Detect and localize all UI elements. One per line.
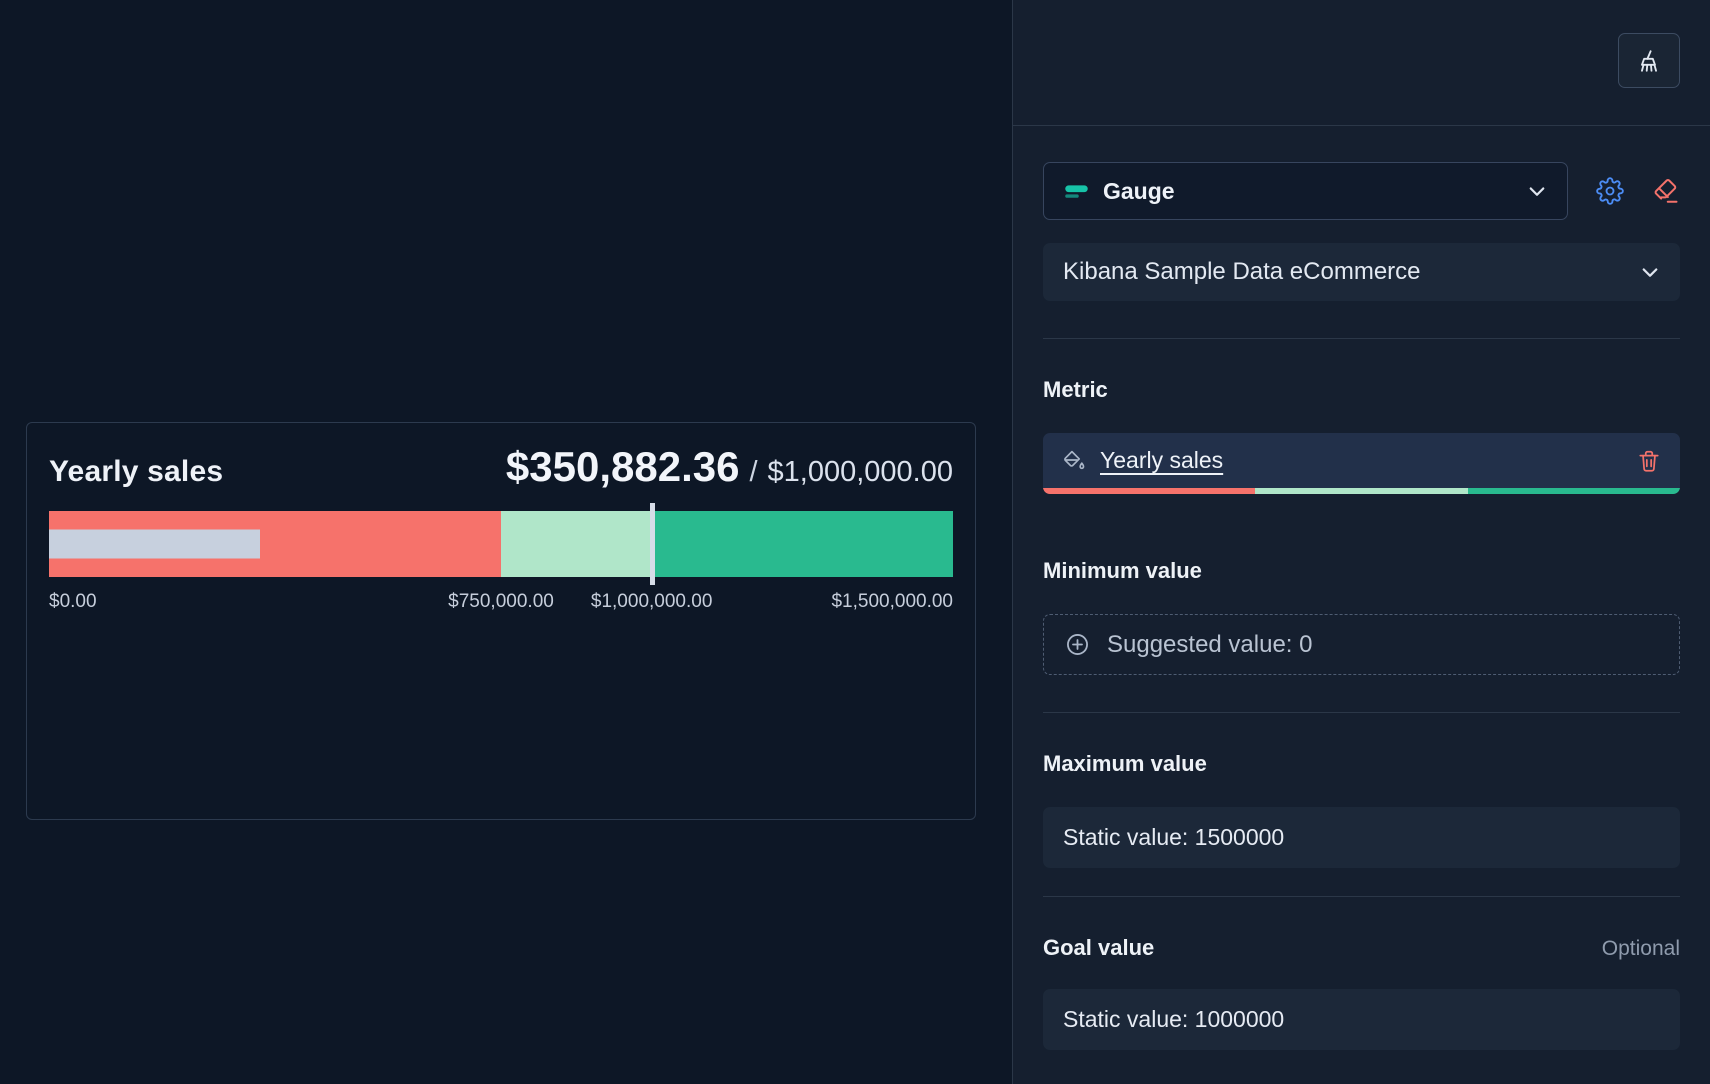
goal-value-text: Static value: 1000000 <box>1063 1006 1285 1032</box>
gauge-value: $350,882.36 <box>505 443 740 490</box>
divider <box>1043 896 1680 897</box>
gauge-title: Yearly sales <box>49 455 224 488</box>
divider <box>1043 712 1680 713</box>
gauge-band <box>501 511 652 577</box>
metric-heading: Metric <box>1043 377 1108 402</box>
divider <box>1043 338 1680 339</box>
metric-dimension-row: Yearly sales <box>1043 433 1680 488</box>
gauge-goal-value: $1,000,000.00 <box>767 456 953 488</box>
goal-heading-row: Goal value Optional <box>1043 935 1680 961</box>
gauge-band <box>651 511 953 577</box>
layer-settings-button[interactable] <box>1596 177 1624 205</box>
gauge-bar <box>49 503 953 585</box>
remove-dimension-button[interactable] <box>1636 448 1662 474</box>
metric-strip-segment <box>1255 488 1468 494</box>
goal-value-field[interactable]: Static value: 1000000 <box>1043 989 1680 1050</box>
eraser-icon <box>1654 179 1678 203</box>
gauge-chart-panel: Yearly sales $350,882.36 / $1,000,000.00… <box>26 422 976 820</box>
metric-color-strip <box>1043 488 1680 494</box>
gauge-header: Yearly sales $350,882.36 / $1,000,000.00 <box>49 443 953 491</box>
gauge-value-bar <box>49 529 261 559</box>
maximum-value-heading: Maximum value <box>1043 751 1207 776</box>
metric-dimension-label: Yearly sales <box>1100 447 1224 473</box>
data-view-select[interactable]: Kibana Sample Data eCommerce <box>1043 243 1680 301</box>
panel-toolbar <box>1013 0 1710 126</box>
metric-strip-segment <box>1467 488 1680 494</box>
reset-layer-button[interactable] <box>1618 33 1680 88</box>
chart-type-row: Gauge <box>1043 162 1680 220</box>
config-panel: Gauge Kibana Sample Data eCo <box>1012 0 1710 1084</box>
visualization-canvas: Yearly sales $350,882.36 / $1,000,000.00… <box>26 422 976 820</box>
chart-type-select[interactable]: Gauge <box>1043 162 1568 220</box>
circle-plus-icon <box>1067 634 1088 655</box>
suggested-value-label: Suggested value: 0 <box>1107 630 1313 658</box>
metric-dimension[interactable]: Yearly sales <box>1043 433 1680 494</box>
goal-value-heading: Goal value <box>1043 935 1155 960</box>
metric-strip-segment <box>1043 488 1256 494</box>
gauge-tick-label: $750,000.00 <box>448 591 554 612</box>
gauge-bands <box>49 511 953 577</box>
maximum-value-field[interactable]: Static value: 1500000 <box>1043 807 1680 868</box>
paint-icon <box>1064 450 1085 470</box>
gauge-value-separator: / <box>749 456 758 488</box>
gauge-tick-label: $0.00 <box>49 591 97 612</box>
minimum-value-heading: Minimum value <box>1043 558 1202 583</box>
broom-icon <box>1641 49 1657 72</box>
clear-layer-button[interactable] <box>1652 177 1680 205</box>
gauge-type-icon <box>1065 185 1088 198</box>
panel-body: Gauge Kibana Sample Data eCo <box>1013 126 1710 1050</box>
data-view-label: Kibana Sample Data eCommerce <box>1063 258 1421 285</box>
maximum-value-text: Static value: 1500000 <box>1063 824 1285 850</box>
gauge-tick-label: $1,000,000.00 <box>590 591 713 612</box>
gauge-goal-marker <box>649 503 655 585</box>
gauge-ticks: $0.00 $750,000.00 $1,000,000.00 $1,500,000.… <box>49 591 953 617</box>
gauge-tick-label: $1,500,000.00 <box>831 591 953 612</box>
suggested-value-button[interactable]: Suggested value: 0 <box>1043 614 1680 675</box>
gauge-value-group: $350,882.36 / $1,000,000.00 <box>506 443 953 491</box>
optional-label: Optional <box>1601 937 1680 960</box>
trash-icon <box>1639 450 1659 472</box>
gear-icon <box>1596 177 1624 205</box>
chart-type-label: Gauge <box>1103 177 1175 204</box>
chevron-down-icon <box>1640 262 1660 282</box>
chevron-down-icon <box>1527 181 1547 201</box>
